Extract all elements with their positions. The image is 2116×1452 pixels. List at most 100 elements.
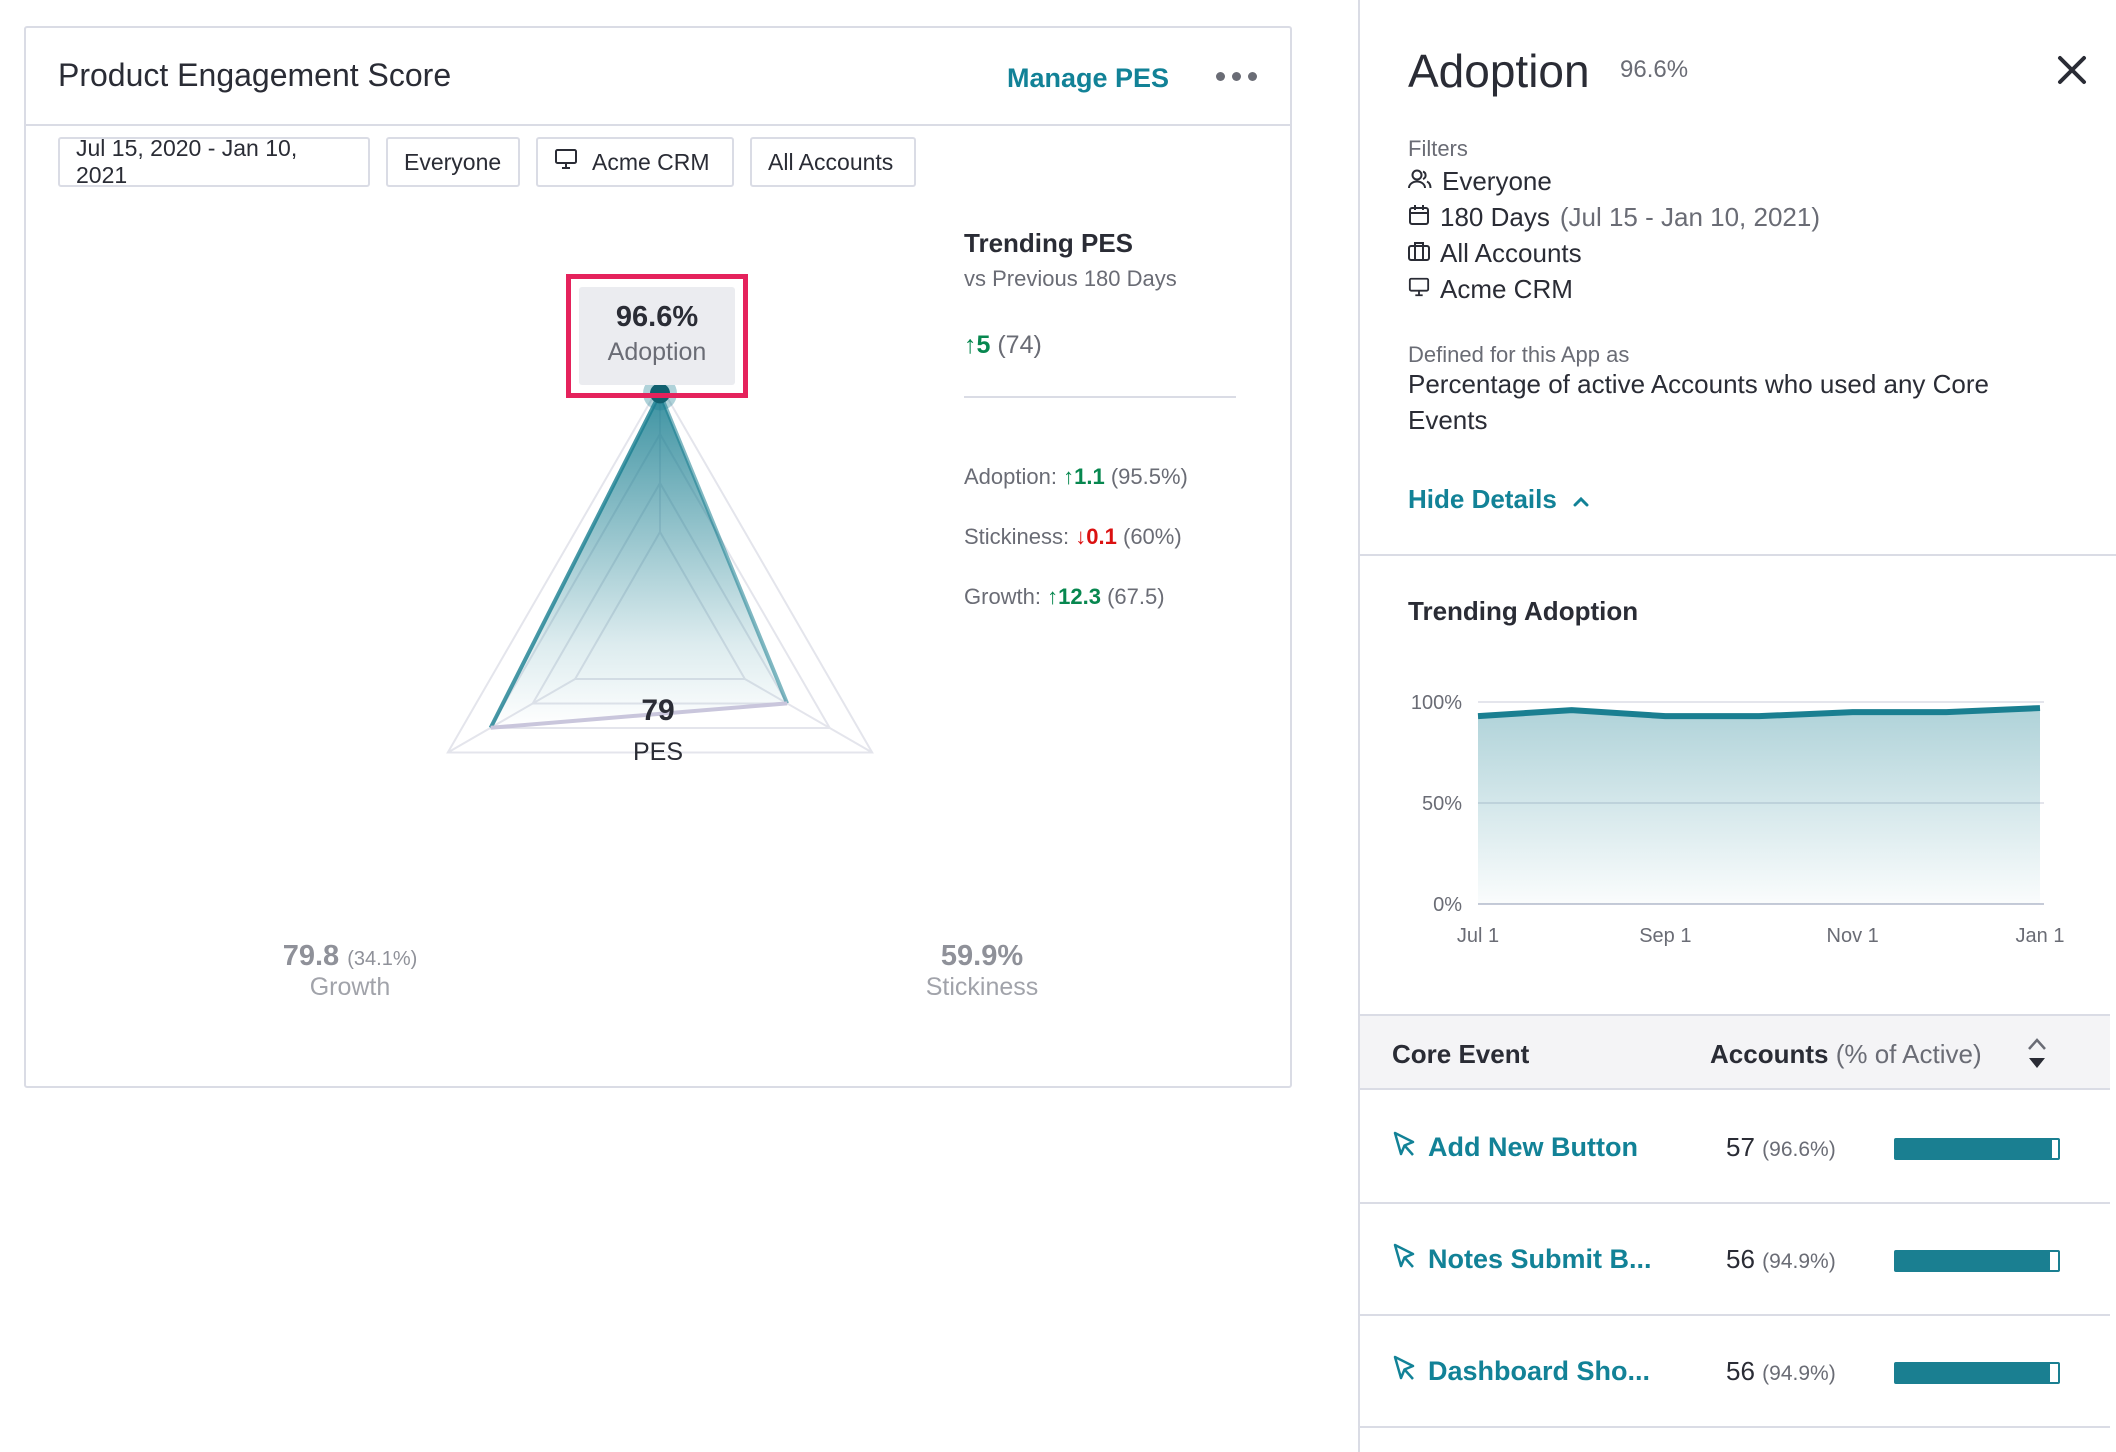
radar-grid-ring [446, 382, 874, 754]
metric-delta: 0.1 [1086, 524, 1117, 549]
core-event-link[interactable]: Dashboard Sho... [1392, 1354, 1650, 1389]
divider [964, 396, 1236, 398]
arrow-up-icon: ↑ [1063, 464, 1075, 489]
panel-title: Adoption [1408, 45, 1590, 97]
app-filter[interactable]: Acme CRM [536, 137, 734, 187]
core-event-name: Notes Submit B... [1428, 1244, 1652, 1274]
filters-label: Filters [1408, 136, 1468, 161]
manage-pes-link[interactable]: Manage PES [1007, 63, 1170, 93]
filter-segment-label: Everyone [1442, 166, 1552, 196]
metric-label: Stickiness: [964, 524, 1070, 549]
monitor-icon [554, 148, 578, 176]
growth-axis-label[interactable]: 79.8 (34.1%) Growth [250, 940, 450, 1002]
app-label: Acme CRM [592, 148, 710, 175]
definition-text: Percentage of active Accounts who used a… [1408, 369, 1990, 435]
col-accounts[interactable]: Accounts (% of Active) [1710, 1039, 1982, 1070]
accounts-filter[interactable]: All Accounts [750, 137, 916, 187]
usage-bar-fill [1896, 1364, 2050, 1382]
panel-title-value: 96.6% [1620, 56, 1689, 83]
monitor-icon [1408, 274, 1430, 305]
y-tick-label: 100% [1411, 692, 1462, 714]
growth-value: 79.8 [282, 940, 340, 972]
x-tick-label: Jan 1 [2016, 925, 2065, 947]
hide-details-label: Hide Details [1408, 484, 1557, 514]
trending-adoption-chart: 100% 50% 0% Jul 1 Sep 1 Nov 1 Jan 1 [1411, 692, 2065, 947]
segment-filter[interactable]: Everyone [386, 137, 520, 187]
stickiness-name: Stickiness [925, 973, 1039, 1001]
trend-metric-row: Growth: ↑12.3 (67.5) [964, 584, 1165, 610]
account-percent: (94.9%) [1762, 1250, 1836, 1273]
adoption-growth-edge [488, 392, 662, 729]
adoption-line [1477, 705, 2041, 720]
y-tick-label: 50% [1422, 793, 1462, 815]
usage-bar-fill [1896, 1140, 2053, 1158]
trend-metric-row: Stickiness: ↓0.1 (60%) [964, 524, 1182, 550]
trend-metric-row: Adoption: ↑1.1 (95.5%) [964, 464, 1188, 490]
more-options-icon[interactable] [1216, 64, 1257, 89]
card-header: Product Engagement Score Manage PES [26, 28, 1290, 126]
core-event-row[interactable]: Add New Button 57 (96.6%) [1360, 1092, 2110, 1204]
x-tick-label: Sep 1 [1639, 925, 1691, 947]
accounts-label: All Accounts [768, 148, 894, 175]
growth-sub: (34.1%) [347, 948, 418, 970]
users-icon [1408, 166, 1432, 197]
cursor-click-icon [1392, 1354, 1418, 1389]
account-percent: (96.6%) [1762, 1138, 1836, 1161]
adoption-tooltip: 96.6% Adoption [579, 287, 735, 385]
calendar-icon [1408, 202, 1430, 233]
pes-center: 79 PES [588, 694, 728, 767]
arrow-up-icon: ↑ [964, 331, 977, 359]
cursor-click-icon [1392, 1242, 1418, 1277]
filter-accounts-label: All Accounts [1440, 238, 1582, 268]
adoption-detail-panel: Adoption 96.6% Filters Everyone 180 Days… [1358, 0, 2116, 1452]
close-icon[interactable] [2054, 52, 2090, 88]
filter-segment: Everyone [1408, 166, 1552, 197]
filter-app-label: Acme CRM [1440, 274, 1573, 304]
account-count-value: 56 [1726, 1356, 1755, 1386]
usage-bar-fill [1896, 1252, 2050, 1270]
metric-delta: 12.3 [1058, 584, 1101, 609]
core-event-link[interactable]: Add New Button [1392, 1130, 1638, 1165]
account-count: 56 (94.9%) [1726, 1244, 1836, 1275]
account-percent: (94.9%) [1762, 1362, 1836, 1385]
x-tick-label: Nov 1 [1827, 925, 1879, 947]
filter-days-range: (Jul 15 - Jan 10, 2021) [1559, 202, 1820, 232]
growth-stickiness-edge [490, 701, 788, 730]
col-accounts-label: Accounts [1710, 1039, 1829, 1069]
adoption-highlight-box[interactable]: 96.6% Adoption [566, 274, 748, 398]
core-event-row[interactable]: Notes Submit B... 56 (94.9%) [1360, 1204, 2110, 1316]
metric-previous: (60%) [1123, 524, 1182, 549]
stickiness-axis-label[interactable]: 59.9% Stickiness [882, 940, 1082, 1002]
metric-label: Growth: [964, 584, 1042, 609]
hide-details-link[interactable]: Hide Details [1408, 484, 1589, 515]
pes-previous: (74) [997, 331, 1042, 359]
trending-pes-title: Trending PES [964, 228, 1134, 258]
core-event-link[interactable]: Notes Submit B... [1392, 1242, 1652, 1277]
trending-pes-subtitle: vs Previous 180 Days [964, 266, 1177, 291]
adoption-area [1478, 708, 2040, 904]
core-event-name: Dashboard Sho... [1428, 1356, 1651, 1386]
briefcase-icon [1408, 238, 1430, 269]
account-count-value: 56 [1726, 1244, 1755, 1274]
col-accounts-sub: (% of Active) [1835, 1039, 1982, 1069]
col-core-event: Core Event [1392, 1039, 1530, 1069]
core-event-row[interactable]: Dashboard Sho... 56 (94.9%) [1360, 1316, 2110, 1428]
chevron-up-icon [1573, 484, 1589, 515]
usage-bar [1894, 1362, 2060, 1384]
filter-days-label: 180 Days [1440, 202, 1550, 232]
pes-radar-chart [446, 376, 874, 754]
sort-icon[interactable] [2026, 1036, 2048, 1077]
metric-previous: (67.5) [1107, 584, 1165, 609]
metric-delta: 1.1 [1074, 464, 1105, 489]
pes-label: PES [632, 738, 684, 766]
arrow-down-icon: ↓ [1075, 524, 1087, 549]
filter-days: 180 Days (Jul 15 - Jan 10, 2021) [1408, 202, 1820, 233]
account-count: 57 (96.6%) [1726, 1132, 1836, 1163]
usage-bar [1894, 1138, 2060, 1160]
pes-score: 79 [641, 694, 675, 727]
date-range-filter[interactable]: Jul 15, 2020 - Jan 10, 2021 [58, 135, 370, 188]
growth-name: Growth [309, 973, 391, 1001]
core-event-name: Add New Button [1428, 1132, 1638, 1162]
date-range-label: Jul 15, 2020 - Jan 10, 2021 [76, 135, 298, 188]
card-title: Product Engagement Score [58, 57, 452, 93]
